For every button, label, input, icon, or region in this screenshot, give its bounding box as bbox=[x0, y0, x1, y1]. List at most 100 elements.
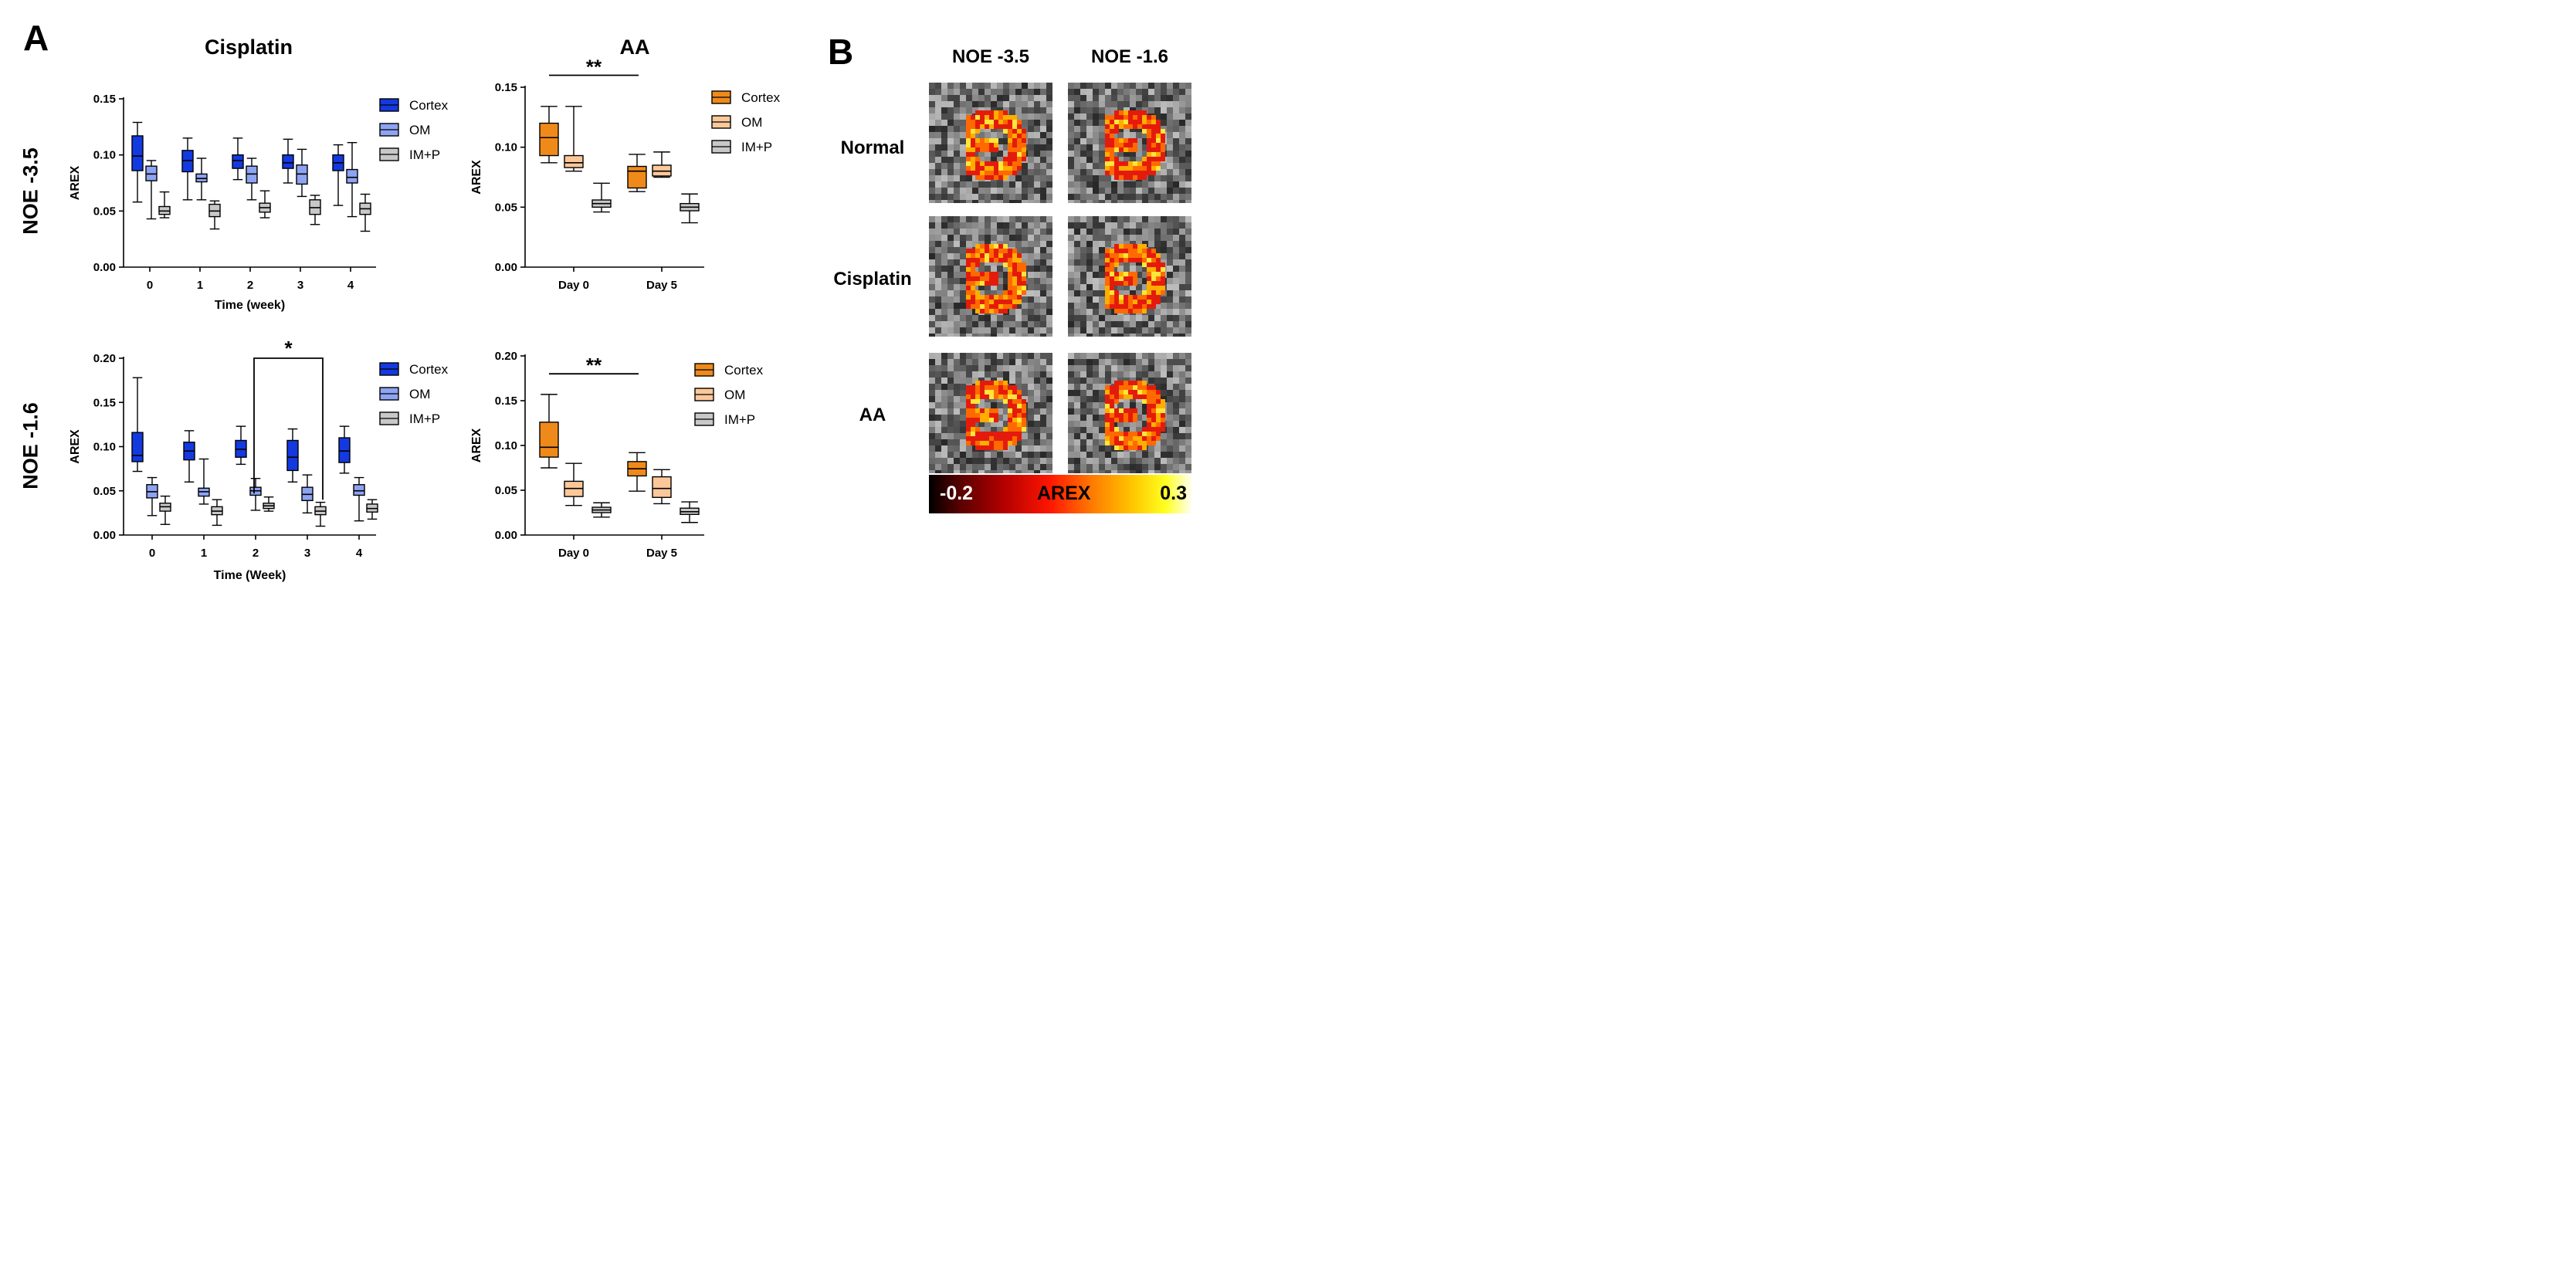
mri-background-pixel bbox=[1015, 194, 1022, 200]
mri-background-pixel bbox=[1136, 470, 1142, 473]
mri-background-pixel bbox=[1173, 402, 1179, 408]
mri-background-pixel bbox=[1068, 334, 1074, 337]
arex-overlay-pixel bbox=[1128, 138, 1133, 143]
mri-background-pixel bbox=[1173, 371, 1179, 378]
mri-background-pixel bbox=[966, 222, 972, 229]
mri-background-pixel bbox=[1080, 247, 1086, 253]
mri-background-pixel bbox=[929, 107, 935, 113]
mri-background-pixel bbox=[1034, 390, 1040, 396]
mri-background-pixel bbox=[1142, 315, 1148, 321]
mri-background-pixel bbox=[1028, 452, 1034, 458]
arex-overlay-pixel bbox=[1133, 147, 1137, 152]
y-tick-label: 0.00 bbox=[93, 529, 116, 542]
mri-background-pixel bbox=[1154, 83, 1161, 89]
y-tick-label: 0.20 bbox=[495, 350, 517, 363]
arex-overlay-pixel bbox=[975, 304, 980, 309]
arex-overlay-pixel bbox=[1017, 272, 1022, 276]
mri-background-pixel bbox=[1161, 194, 1167, 200]
arex-overlay-pixel bbox=[1110, 418, 1114, 422]
mri-background-pixel bbox=[1034, 235, 1040, 241]
mri-background-pixel bbox=[1080, 181, 1086, 188]
mri-background-pixel bbox=[1124, 359, 1130, 365]
arex-overlay-pixel bbox=[1105, 422, 1110, 427]
arex-overlay-pixel bbox=[989, 115, 994, 120]
mri-background-pixel bbox=[947, 445, 954, 452]
arex-overlay-pixel bbox=[985, 166, 989, 171]
mri-background-pixel bbox=[1093, 290, 1099, 296]
mri-background-pixel bbox=[991, 188, 997, 194]
mri-background-pixel bbox=[1086, 216, 1093, 222]
mri-background-pixel bbox=[947, 359, 954, 365]
arex-overlay-pixel bbox=[1008, 143, 1012, 147]
mri-background-pixel bbox=[1167, 241, 1173, 247]
arex-overlay-pixel bbox=[985, 432, 989, 436]
mri-background-pixel bbox=[947, 371, 954, 378]
mri-background-pixel bbox=[1040, 253, 1046, 259]
mri-background-pixel bbox=[1086, 371, 1093, 378]
mri-background-pixel bbox=[978, 83, 985, 89]
mri-background-pixel bbox=[960, 458, 966, 464]
arex-overlay-pixel bbox=[1133, 408, 1137, 413]
mri-background-pixel bbox=[1173, 89, 1179, 95]
mri-background-pixel bbox=[1099, 83, 1105, 89]
mri-background-pixel bbox=[1040, 132, 1046, 138]
mri-background-pixel bbox=[935, 327, 941, 334]
mri-background-pixel bbox=[1015, 452, 1022, 458]
mri-background-pixel bbox=[1046, 421, 1052, 427]
mri-background-pixel bbox=[1111, 371, 1117, 378]
mri-background-pixel bbox=[1022, 321, 1028, 327]
mri-background-pixel bbox=[1136, 458, 1142, 464]
mri-background-pixel bbox=[929, 408, 935, 415]
arex-overlay-pixel bbox=[980, 253, 985, 258]
mri-background-pixel bbox=[1034, 371, 1040, 378]
mri-background-pixel bbox=[947, 427, 954, 433]
arex-overlay-pixel bbox=[1133, 110, 1137, 115]
panel-b-label: B bbox=[828, 32, 854, 72]
arex-overlay-pixel bbox=[1114, 276, 1119, 281]
mri-background-pixel bbox=[1161, 315, 1167, 321]
arex-overlay-pixel bbox=[1012, 115, 1017, 120]
box-imp-1 bbox=[211, 499, 223, 527]
arex-overlay-pixel bbox=[1124, 381, 1128, 385]
mri-background-pixel bbox=[1028, 266, 1034, 272]
mri-background-pixel bbox=[1173, 266, 1179, 272]
mri-background-pixel bbox=[1034, 309, 1040, 315]
mri-background-pixel bbox=[1161, 452, 1167, 458]
mri-background-pixel bbox=[1179, 290, 1185, 296]
mri-background-pixel bbox=[997, 371, 1003, 378]
arex-overlay-pixel bbox=[1012, 276, 1017, 281]
mri-background-pixel bbox=[960, 235, 966, 241]
mri-background-pixel bbox=[947, 175, 954, 181]
mri-background-pixel bbox=[1142, 365, 1148, 371]
mri-background-pixel bbox=[1034, 396, 1040, 402]
mri-background-pixel bbox=[929, 458, 935, 464]
mri-background-pixel bbox=[929, 296, 935, 303]
mri-background-pixel bbox=[997, 266, 1003, 272]
arex-overlay-pixel bbox=[985, 253, 989, 258]
mri-background-pixel bbox=[1173, 321, 1179, 327]
mri-background-pixel bbox=[1173, 334, 1179, 337]
mri-background-pixel bbox=[1124, 266, 1130, 272]
arex-overlay-pixel bbox=[1133, 143, 1137, 147]
mri-background-pixel bbox=[1130, 216, 1136, 222]
mri-background-pixel bbox=[1080, 378, 1086, 384]
arex-overlay-pixel bbox=[980, 110, 985, 115]
mri-background-pixel bbox=[1034, 241, 1040, 247]
arex-overlay-pixel bbox=[1124, 276, 1128, 281]
mri-background-pixel bbox=[1130, 452, 1136, 458]
arex-overlay-pixel bbox=[975, 436, 980, 441]
mri-background-pixel bbox=[1142, 95, 1148, 101]
mri-background-pixel bbox=[1028, 421, 1034, 427]
mri-background-pixel bbox=[1167, 284, 1173, 290]
mri-background-pixel bbox=[1154, 113, 1161, 120]
mri-background-pixel bbox=[929, 421, 935, 427]
mri-background-pixel bbox=[935, 163, 941, 169]
mri-background-pixel bbox=[1022, 470, 1028, 473]
mri-background-pixel bbox=[1028, 235, 1034, 241]
mri-background-pixel bbox=[1099, 353, 1105, 359]
mri-background-pixel bbox=[1136, 421, 1142, 427]
mri-background-pixel bbox=[947, 433, 954, 439]
arex-overlay-pixel bbox=[998, 124, 1003, 129]
mri-background-pixel bbox=[1074, 216, 1080, 222]
